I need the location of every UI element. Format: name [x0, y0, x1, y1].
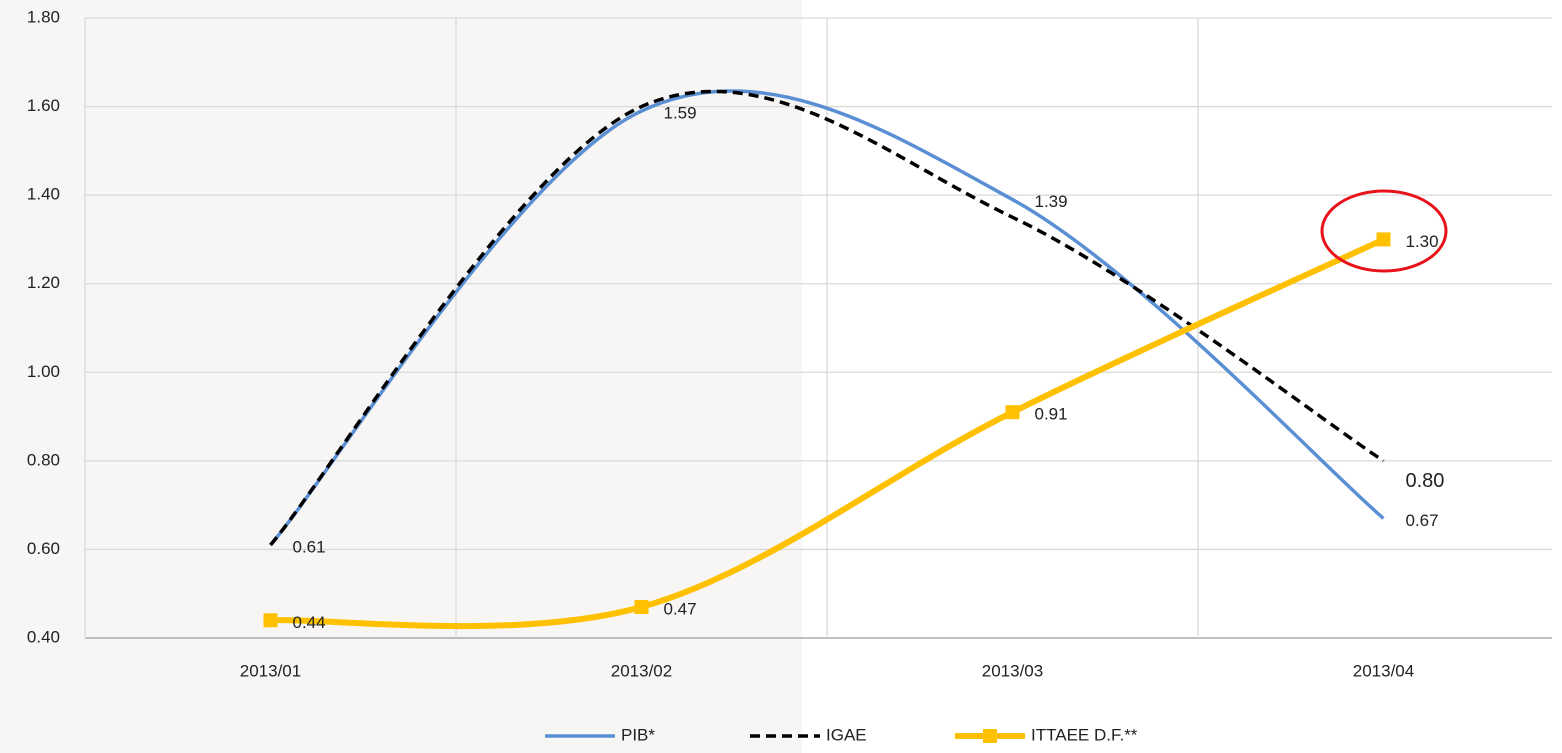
- data-label: 1.39: [1035, 192, 1068, 211]
- series-line: [269, 89, 1385, 547]
- legend-label: PIB*: [621, 725, 655, 744]
- data-label: 1.59: [664, 103, 697, 122]
- series-line: [269, 89, 1385, 547]
- data-label: 1.30: [1406, 232, 1439, 251]
- data-label: 0.67: [1406, 511, 1439, 530]
- highlight-circle: [1320, 189, 1448, 273]
- x-tick-label: 2013/03: [982, 661, 1043, 680]
- x-tick-label: 2013/04: [1353, 661, 1414, 680]
- legend-label: IGAE: [826, 725, 867, 744]
- data-label: 0.61: [293, 537, 326, 556]
- x-tick-label: 2013/02: [611, 661, 672, 680]
- y-tick-label: 0.80: [27, 450, 60, 469]
- data-label: 0.91: [1035, 405, 1068, 424]
- series-line: [270, 236, 1385, 630]
- marker: [1376, 232, 1391, 247]
- y-tick-label: 0.40: [27, 627, 60, 646]
- y-tick-label: 1.80: [27, 7, 60, 26]
- y-tick-label: 1.40: [27, 185, 60, 204]
- marker: [1005, 405, 1020, 420]
- y-tick-label: 0.60: [27, 539, 60, 558]
- y-tick-label: 1.20: [27, 273, 60, 292]
- legend-label: ITTAEE D.F.**: [1031, 725, 1138, 744]
- marker: [634, 600, 649, 614]
- data-label: 0.80: [1406, 470, 1445, 492]
- legend-marker: [983, 729, 997, 743]
- marker: [263, 613, 278, 628]
- y-tick-label: 1.00: [27, 362, 60, 381]
- data-label: 0.44: [293, 613, 326, 632]
- y-tick-label: 1.60: [27, 96, 60, 115]
- data-label: 0.47: [664, 599, 697, 618]
- x-tick-label: 2013/01: [240, 661, 301, 680]
